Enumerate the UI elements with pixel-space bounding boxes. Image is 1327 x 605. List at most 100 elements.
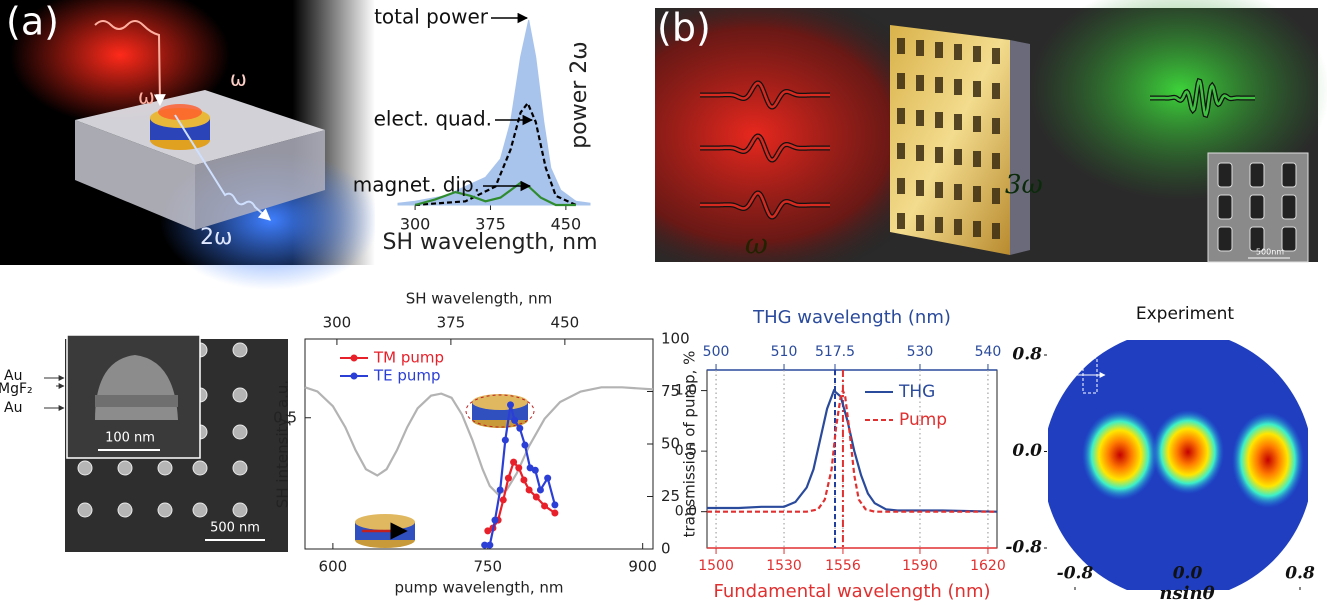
hole [1249,226,1265,252]
wave-packet [700,191,830,219]
y-tick-label: 0.8 [1012,345,1042,365]
hole [954,184,962,200]
x-tick-label: 0.0 [1173,564,1203,584]
hole [992,83,1000,99]
wave-packet [700,134,830,162]
hole [916,215,924,231]
particle [192,460,208,476]
x-axis-title: nsinθ [1159,583,1214,604]
y2-tick-label: 50 [661,435,680,453]
hole [1281,194,1297,220]
chart-title: Experiment [1136,304,1235,324]
marker [531,466,539,474]
marker [536,486,544,494]
hole [935,77,943,93]
y2-tick-label: 100 [661,330,690,348]
particle [77,502,93,518]
x2-tick-label: 510 [771,344,798,360]
substrate-side [75,120,195,230]
marker [481,541,489,549]
scale-label: 500nm [1256,248,1284,257]
marker [501,436,509,444]
hole [897,143,905,159]
sem-panel: Au MgF₂ Au 100 nm 500 nm [0,334,288,552]
hole [973,221,981,237]
y-axis-title: power 2ω [567,41,592,148]
hole [916,145,924,161]
x2-tick-label: 300 [323,314,352,332]
y-tick-label: 0.5 [273,408,297,426]
hole [1217,226,1233,252]
hole [916,40,924,56]
layer-label: MgF₂ [0,381,33,397]
x-tick-label: 600 [319,558,348,576]
layer-label: Au [4,400,22,416]
hole [916,110,924,126]
x2-tick-label: 500 [703,344,730,360]
disk-icon [465,394,535,428]
beam-label: 2ω [200,225,232,250]
particle [232,342,248,358]
hole [935,112,943,128]
y-tick-label: 0.5 [675,443,697,459]
marker [506,401,514,409]
marker [511,416,519,424]
particle [232,460,248,476]
x2-tick-label: 375 [437,314,466,332]
plot-frame [304,338,654,550]
marker [484,527,492,535]
scale-label: 500 nm [210,521,260,536]
red-beam [10,0,230,125]
particle [157,460,173,476]
heatmap-spot [1082,410,1158,500]
beam-label: ω [745,228,768,261]
hole [992,223,1000,239]
hole [992,153,1000,169]
hole [935,217,943,233]
particle [232,424,248,440]
hole [1217,194,1233,220]
legend-label: Pump [899,410,947,430]
hole [973,116,981,132]
hole [954,149,962,165]
annotation: total power [374,5,489,29]
hole [897,108,905,124]
legend-marker [350,354,358,362]
marker [544,474,552,482]
x-tick-label: 1556 [825,558,861,574]
marker [486,541,494,549]
incident-wave [94,20,166,107]
particle-middle [95,395,178,407]
beam-label: ω [230,67,247,91]
y-tick-label: 0.0 [1012,441,1042,461]
particle [232,502,248,518]
y2-tick-label: 75 [661,382,680,400]
heatmap-image [1048,340,1308,590]
marker [541,502,549,510]
hole [992,118,1000,134]
hole [954,114,962,130]
hole [916,75,924,91]
hole [935,182,943,198]
beam-label: 3ω [1005,170,1043,200]
x-tick-label: 1590 [902,558,938,574]
x-tick-label: -0.8 [1057,564,1094,584]
x-tick-label: 300 [400,215,431,234]
marker [499,496,507,504]
line [707,388,998,513]
x-tick-label: 0.8 [1285,564,1315,584]
inset-background [375,0,610,265]
line [304,386,654,496]
disk-icon [472,394,528,410]
x-tick-label: 1620 [970,558,1006,574]
wave-packet [1150,79,1255,117]
panel-label: (a) [6,0,59,44]
beam-label: ω [138,85,155,109]
hole [954,79,962,95]
hole [897,178,905,194]
x-tick-label: 900 [628,558,657,576]
annotation: elect. quad. [374,107,492,131]
x2-tick-label: 540 [975,344,1002,360]
